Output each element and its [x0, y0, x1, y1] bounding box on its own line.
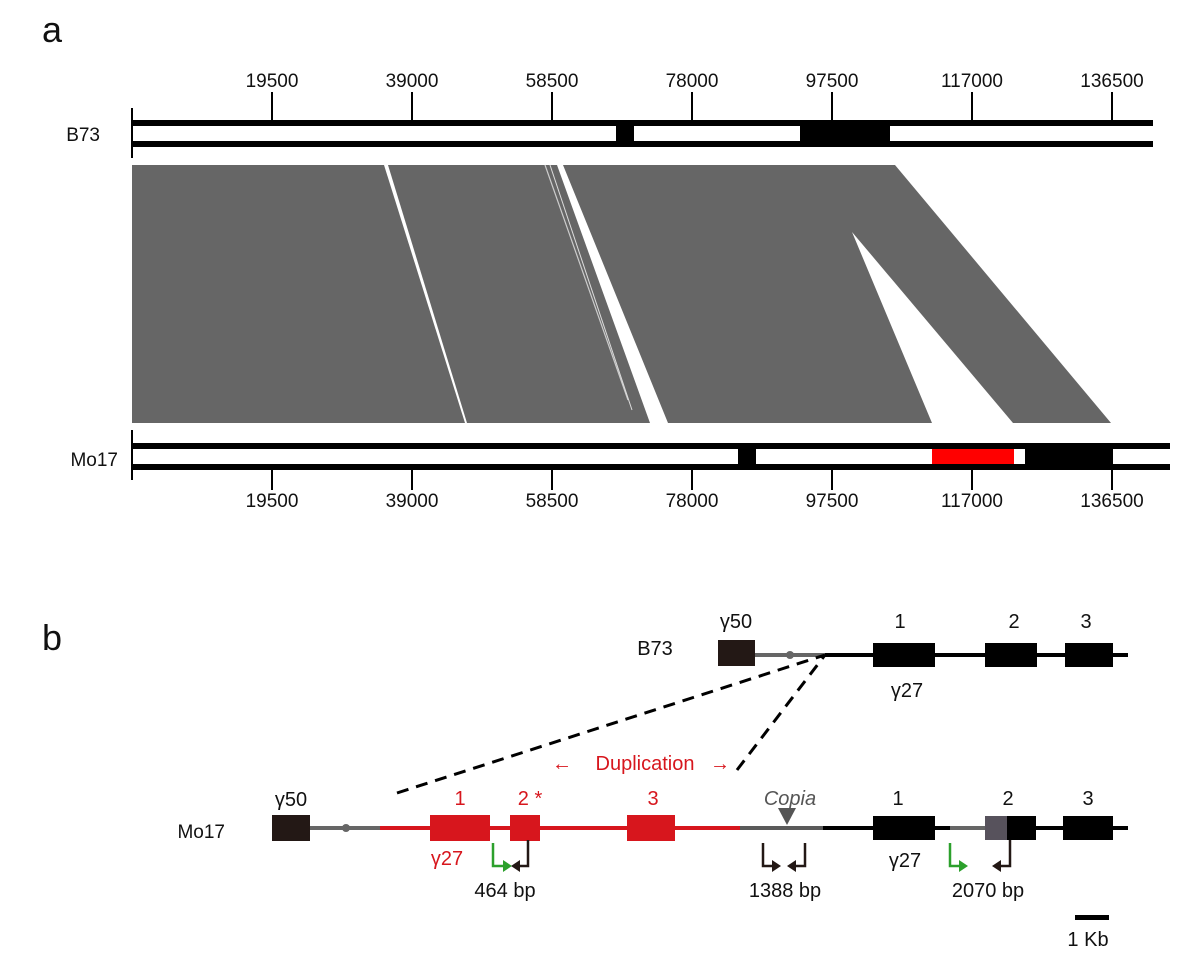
dup-exon-3: [627, 815, 675, 841]
b73-track: 19500 39000 58500 78000 97500 117000 136500 B7…: [66, 71, 1153, 158]
scale-label: 1 Kb: [1067, 929, 1108, 951]
mo17-duplication-block: [932, 449, 1014, 464]
tick-label: 58500: [526, 491, 579, 512]
exon-2-label: 2: [1002, 788, 1013, 810]
dup-exon-3-label: 3: [647, 788, 658, 810]
arrow-right-icon: [503, 860, 512, 872]
primer-reverse: [1000, 840, 1012, 868]
arrow-right-icon: [959, 860, 968, 872]
b73-gene-model: B73 γ50 1 2 3 γ27: [637, 611, 1128, 702]
mo17-block: [1025, 443, 1113, 470]
break-icon: [342, 824, 350, 832]
tick-label: 39000: [386, 491, 439, 512]
alignment-ribbon: [388, 165, 650, 423]
exon-3-label: 3: [1080, 611, 1091, 633]
copia-insertion-icon: [778, 808, 796, 825]
product-464: 464 bp: [474, 880, 535, 902]
mo17-label: Mo17: [177, 822, 225, 843]
b73-block: [616, 120, 634, 147]
b73-top-line: [132, 120, 1153, 126]
exon-2: [985, 643, 1037, 667]
dup-exon-2-label: 2 *: [518, 788, 543, 810]
alignment-ribbon: [563, 165, 1111, 423]
tick-label: 58500: [526, 71, 579, 92]
tick-label: 39000: [386, 71, 439, 92]
gamma27-label: γ27: [891, 680, 923, 702]
exon-2-variant: [985, 816, 1007, 840]
primer-reverse: [518, 840, 530, 868]
tick-label: 117000: [941, 491, 1003, 512]
insertion-dashed-line: [735, 654, 827, 771]
tick-label: 19500: [246, 491, 299, 512]
exon-3: [1063, 816, 1113, 840]
arrow-right-icon: [772, 860, 781, 872]
dup-exon-2: [510, 815, 540, 841]
exon-1-label: 1: [892, 788, 903, 810]
tick-label: 136500: [1080, 491, 1143, 512]
tick-label: 97500: [806, 491, 859, 512]
mo17-label: Mo17: [70, 450, 118, 471]
mo17-bottom-line: [132, 464, 1170, 470]
scale-bar: [1075, 915, 1109, 920]
b73-label: B73: [637, 638, 673, 660]
mo17-block: [738, 443, 756, 470]
tick-label: 78000: [666, 491, 719, 512]
gamma50-label: γ50: [275, 789, 307, 811]
primer-forward-green: [491, 843, 504, 868]
mo17-track: 19500 39000 58500 78000 97500 117000 136500 Mo…: [70, 430, 1170, 512]
duplication-label: Duplication: [596, 753, 695, 775]
tick-label: 97500: [806, 71, 859, 92]
gamma50-box: [272, 815, 310, 841]
product-1388: 1388 bp: [749, 880, 821, 902]
tick-label: 117000: [941, 71, 1003, 92]
dup-exon-1: [430, 815, 490, 841]
tick-label: 19500: [246, 71, 299, 92]
alignment-ribbon: [132, 165, 465, 423]
break-icon: [786, 651, 794, 659]
gamma50-label: γ50: [720, 611, 752, 633]
exon-1: [873, 816, 935, 840]
mo17-top-line: [132, 443, 1170, 449]
arrow-left-icon: [511, 860, 520, 872]
exon-3: [1065, 643, 1113, 667]
panel-b-label: b: [42, 617, 62, 658]
panel-a-label: a: [42, 9, 63, 50]
dup-exon-1-label: 1: [454, 788, 465, 810]
b73-label: B73: [66, 125, 100, 146]
primer-forward-green: [948, 843, 960, 868]
primer-forward: [761, 843, 773, 868]
tick-label: 78000: [666, 71, 719, 92]
dup-gamma27-label: γ27: [431, 848, 463, 870]
b73-block: [800, 120, 890, 147]
dup-arrow-left: ←: [552, 753, 572, 775]
primers: 464 bp 1388 bp 2070 bp: [474, 840, 1024, 902]
alignment-ribbons: [132, 164, 1111, 423]
alignment-gap: [549, 164, 633, 411]
exon-1: [873, 643, 935, 667]
exon-1-label: 1: [894, 611, 905, 633]
product-2070: 2070 bp: [952, 880, 1024, 902]
copia-label: Copia: [764, 788, 816, 810]
b73-bottom-line: [132, 141, 1153, 147]
insertion-dashed-line: [396, 653, 826, 795]
tick-label: 136500: [1080, 71, 1143, 92]
exon-2: [1007, 816, 1036, 840]
gamma27-label: γ27: [889, 850, 921, 872]
primer-reverse: [795, 843, 807, 868]
exon-2-label: 2: [1008, 611, 1019, 633]
dup-arrow-right: →: [710, 753, 730, 775]
alignment-gap: [544, 164, 629, 401]
arrow-left-icon: [787, 860, 796, 872]
exon-3-label: 3: [1082, 788, 1093, 810]
gamma50-box: [718, 640, 755, 666]
arrow-left-icon: [992, 860, 1001, 872]
mo17-gene-model: Mo17 γ50 1 2 * 3 γ27 Copia 1 2 3 γ27 ← D…: [177, 753, 1128, 872]
